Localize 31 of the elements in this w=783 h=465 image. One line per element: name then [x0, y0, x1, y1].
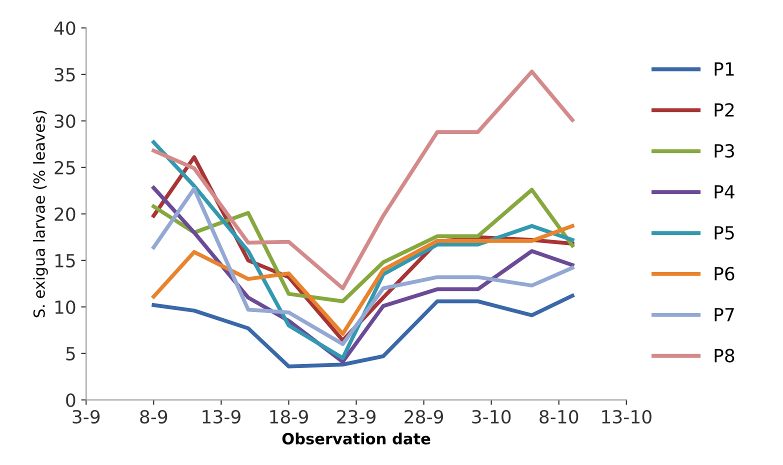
y-tick-label: 25 — [54, 160, 75, 175]
legend-label: P8 — [714, 348, 734, 362]
y-tick-label: 20 — [54, 207, 76, 222]
legend-label: P7 — [714, 308, 734, 322]
x-axis-title: Observation date — [282, 432, 430, 444]
legend-label: P1 — [714, 62, 734, 76]
x-tick-label: 13-10 — [602, 410, 652, 424]
x-tick-label: 3-9 — [72, 410, 100, 424]
y-tick-label: 35 — [54, 68, 75, 82]
line-series — [152, 294, 574, 368]
x-tick-label: 8-9 — [140, 410, 168, 424]
x-tick-label: 18-9 — [270, 410, 308, 424]
line-series — [152, 70, 574, 290]
legend-label: P3 — [714, 144, 734, 158]
y-tick-label: 30 — [54, 114, 76, 128]
y-tick-label: 10 — [55, 300, 76, 314]
y-tick-label: 0 — [66, 393, 76, 408]
y-tick-label: 5 — [66, 347, 75, 361]
legend-label: P4 — [714, 185, 734, 198]
legend-label: P2 — [714, 103, 734, 117]
y-axis-title: S. exigua larvae (% leaves) — [33, 110, 48, 318]
legend-label: P5 — [714, 226, 734, 240]
x-tick-label: 3-10 — [472, 410, 511, 424]
y-tick-label: 40 — [54, 21, 76, 36]
x-tick-label: 8-10 — [540, 410, 578, 424]
x-tick-label: 23-9 — [337, 410, 376, 424]
x-tick-label: 13-9 — [202, 410, 240, 424]
y-tick-label: 15 — [55, 254, 75, 268]
line-series — [152, 224, 574, 336]
legend-label: P6 — [714, 266, 734, 281]
x-tick-label: 28-9 — [404, 410, 444, 424]
